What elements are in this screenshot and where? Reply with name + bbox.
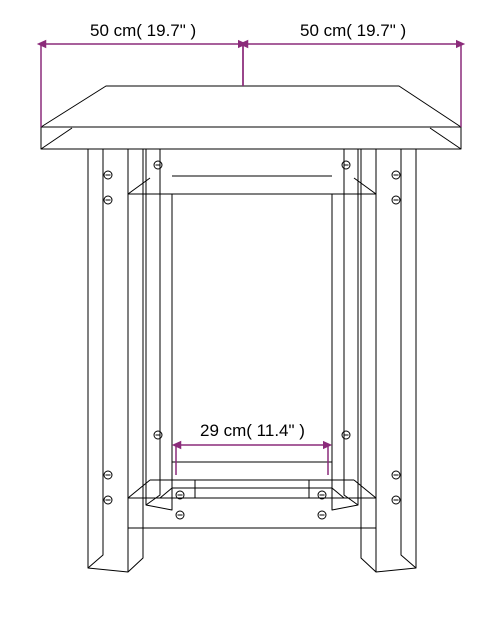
dimension-drawing: 50 cm( 19.7" ) 50 cm( 19.7" ) 29 cm( 11.… <box>0 0 500 641</box>
dimension-lines <box>41 44 461 475</box>
width-label: 50 cm( 19.7" ) <box>300 21 406 40</box>
screw-group <box>104 161 400 519</box>
depth-label: 50 cm( 19.7" ) <box>90 21 196 40</box>
shelf-label: 29 cm( 11.4" ) <box>200 421 305 440</box>
